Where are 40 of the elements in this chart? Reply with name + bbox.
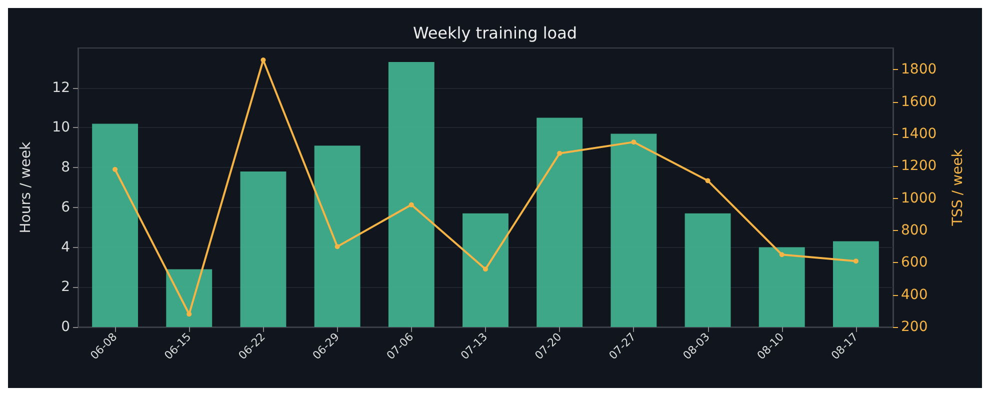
point <box>779 252 784 258</box>
y-axis-title: Hours / week <box>18 140 34 234</box>
point <box>112 166 118 172</box>
y2-axis-title: TSS / week <box>950 148 966 227</box>
bar <box>92 124 138 327</box>
bar <box>536 118 583 327</box>
point <box>483 266 488 272</box>
y2-tick-label: 1200 <box>901 158 937 174</box>
bar <box>684 213 731 327</box>
point <box>557 150 562 156</box>
y-tick-label: 10 <box>52 120 70 136</box>
y-tick-label: 6 <box>61 199 70 216</box>
y2-tick-label: 1800 <box>901 62 937 78</box>
bar <box>462 213 508 327</box>
y-tick-label: 0 <box>61 319 70 335</box>
y2-tick-label: 1000 <box>901 190 937 206</box>
bar <box>388 62 434 327</box>
point <box>631 140 636 145</box>
y2-tick-label: 1600 <box>901 94 937 110</box>
chart-title: Weekly training load <box>412 24 578 42</box>
y-tick-label: 8 <box>61 160 70 176</box>
point <box>705 178 710 184</box>
bar <box>166 269 212 327</box>
bar <box>832 241 879 327</box>
point <box>408 202 414 208</box>
point <box>853 258 858 264</box>
y2-tick-label: 1400 <box>901 126 937 142</box>
y-tick-label: 2 <box>61 279 70 296</box>
bar <box>314 146 360 327</box>
y2-tick-label: 800 <box>901 222 928 239</box>
point <box>334 244 340 250</box>
y2-tick-label: 200 <box>901 319 928 335</box>
point <box>186 312 192 317</box>
y2-tick-label: 400 <box>901 286 928 303</box>
bar <box>240 172 286 327</box>
y-tick-label: 12 <box>52 80 70 96</box>
y-tick-label: 4 <box>61 239 70 256</box>
bar <box>610 134 657 327</box>
bar <box>758 247 805 327</box>
y2-tick-label: 600 <box>901 254 928 271</box>
